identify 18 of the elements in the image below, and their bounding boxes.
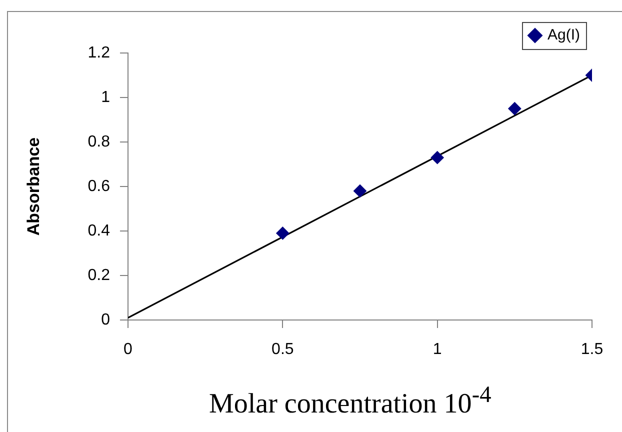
point <box>354 184 366 198</box>
y-tick-label: 1 <box>101 88 110 106</box>
x-tick-label: 1.5 <box>580 341 604 358</box>
y-tick-label: 0.2 <box>88 266 110 284</box>
point <box>276 226 290 240</box>
y-tick-label: 0.8 <box>88 133 110 150</box>
y-tick-label: 1.2 <box>88 44 110 62</box>
x-tick-label: 1 <box>432 341 442 358</box>
x-tick-label: 0 <box>124 341 133 358</box>
y-tick-label: 0.6 <box>88 178 110 195</box>
point <box>508 102 522 116</box>
x-axis-title: Molar concentration 10$^{-4}$ <box>209 382 492 420</box>
y-tick-label: 0 <box>101 311 110 328</box>
y-tick-label: 0.4 <box>88 222 110 240</box>
point <box>430 151 444 164</box>
legend-label: Ag(I) <box>547 26 580 44</box>
x-tick-label: 0.5 <box>272 341 294 358</box>
y-axis-title: Absorbance <box>24 137 43 236</box>
